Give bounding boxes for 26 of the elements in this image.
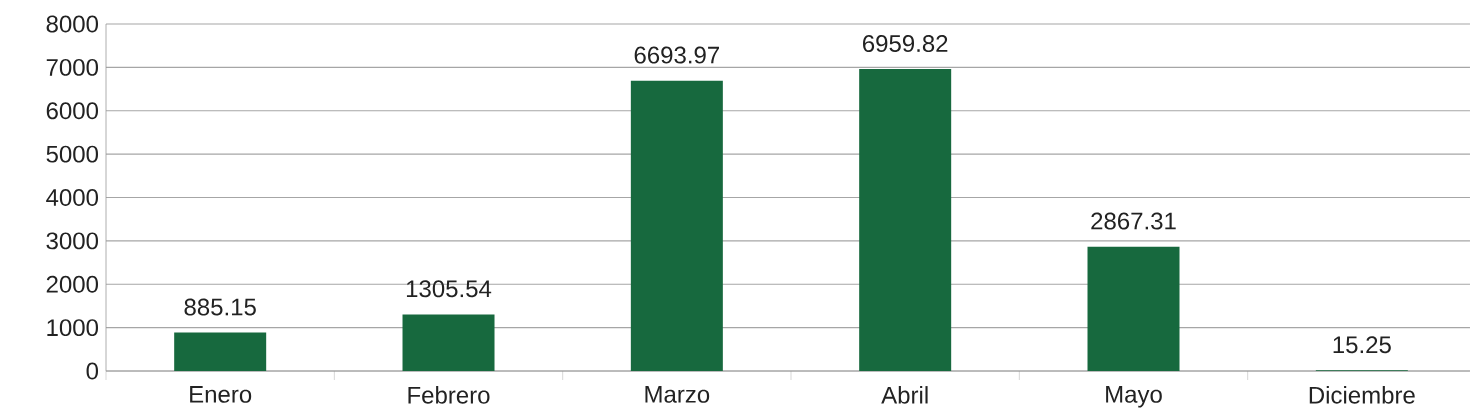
x-tick-label: Mayo bbox=[1106, 386, 1162, 408]
y-tick-label: 7000 bbox=[46, 58, 99, 76]
bar bbox=[174, 332, 267, 371]
x-tick-label: Enero bbox=[190, 386, 252, 403]
y-tick-label: 3000 bbox=[46, 232, 99, 250]
bar bbox=[402, 314, 495, 371]
y-tick-label: 5000 bbox=[46, 145, 99, 163]
data-label: 2867.31 bbox=[1091, 212, 1176, 230]
bar bbox=[1087, 246, 1180, 371]
y-tick-label: 1000 bbox=[47, 319, 99, 337]
data-label: 885.15 bbox=[184, 298, 256, 316]
y-tick-label: 0 bbox=[86, 362, 99, 380]
data-label: 6959.82 bbox=[863, 35, 948, 53]
y-tick-label: 6000 bbox=[46, 102, 99, 120]
y-tick-label: 4000 bbox=[46, 189, 99, 206]
x-tick-label: Marzo bbox=[645, 386, 710, 403]
y-tick-label: 8000 bbox=[46, 15, 99, 33]
bar bbox=[859, 69, 952, 371]
data-label: 6693.97 bbox=[634, 46, 719, 64]
x-tick-label: Abril bbox=[881, 386, 928, 404]
y-tick-label: 2000 bbox=[46, 275, 99, 293]
data-label: 1305.54 bbox=[406, 280, 492, 298]
bar bbox=[630, 80, 723, 371]
x-tick-label: Febrero bbox=[408, 386, 490, 404]
data-label: 15.25 bbox=[1333, 336, 1391, 354]
x-tick-label: Diciembre bbox=[1309, 386, 1415, 404]
